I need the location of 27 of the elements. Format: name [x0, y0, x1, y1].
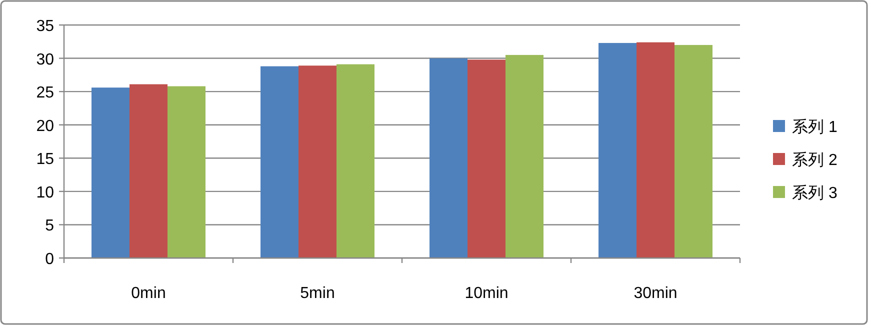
legend-label: 系列 1	[792, 118, 838, 136]
bar	[636, 42, 674, 258]
bar	[336, 64, 374, 258]
x-tick-label: 0min	[131, 285, 166, 302]
bar	[130, 84, 168, 258]
y-tick-label: 20	[36, 118, 54, 135]
y-tick-label: 10	[36, 184, 54, 202]
y-tick-label: 15	[36, 151, 54, 168]
bar	[468, 60, 506, 258]
bar	[674, 44, 712, 258]
legend-label: 系列 3	[792, 184, 838, 202]
bar	[260, 66, 298, 258]
x-tick-label: 5min	[300, 285, 335, 302]
y-tick-label: 25	[36, 84, 54, 102]
bar	[430, 58, 468, 258]
y-tick-label: 0	[45, 251, 54, 268]
bar	[168, 86, 206, 258]
y-tick-label: 35	[36, 18, 54, 35]
y-tick-label: 5	[45, 218, 54, 235]
bar	[298, 66, 336, 258]
bar	[506, 54, 544, 258]
x-tick-label: 10min	[464, 285, 508, 302]
legend-label: 系列 2	[792, 151, 838, 169]
bar	[598, 42, 636, 258]
x-tick-label: 30min	[634, 285, 678, 302]
y-tick-label: 30	[36, 51, 54, 68]
bar	[92, 88, 130, 258]
